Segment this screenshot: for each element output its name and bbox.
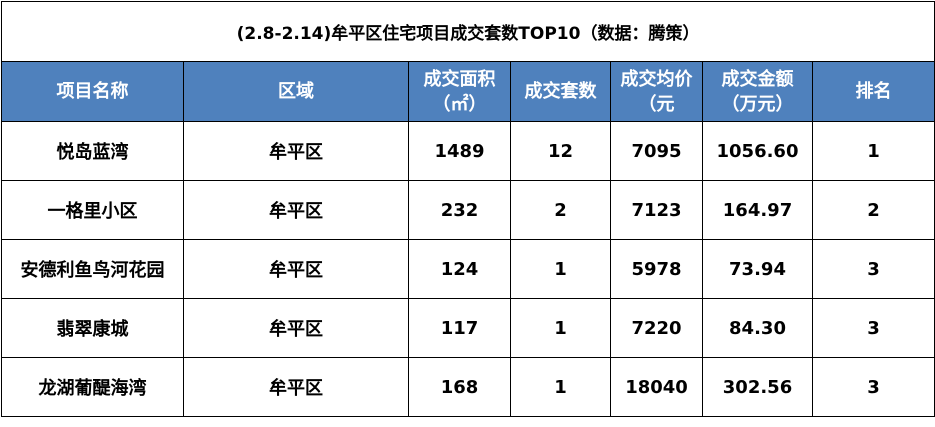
data-cell: 1056.60: [702, 121, 813, 181]
header-cell: 区域: [183, 61, 409, 122]
data-cell: 7095: [610, 121, 703, 181]
data-cell: 302.56: [702, 357, 813, 417]
header-cell: 项目名称: [1, 61, 184, 122]
table-title: (2.8-2.14)牟平区住宅项目成交套数TOP10（数据：腾策）: [0, 1, 935, 62]
data-row: 一格里小区 牟平区 232 2 7123 164.97 2: [1, 180, 935, 240]
data-cell: 7220: [610, 298, 703, 358]
header-row: 项目名称 区域 成交面积 （㎡） 成交套数 成交均价 （元 成交金额 （万元） 排名: [1, 61, 935, 122]
title-row: (2.8-2.14)牟平区住宅项目成交套数TOP10（数据：腾策）: [0, 1, 935, 62]
data-cell: 1489: [408, 121, 511, 181]
data-cell: 2: [510, 180, 611, 240]
data-cell: 232: [408, 180, 511, 240]
data-cell: 一格里小区: [1, 180, 184, 240]
data-cell: 牟平区: [183, 180, 409, 240]
data-cell: 悦岛蓝湾: [1, 121, 184, 181]
data-table: (2.8-2.14)牟平区住宅项目成交套数TOP10（数据：腾策） 项目名称 区域…: [0, 1, 935, 417]
data-cell: 84.30: [702, 298, 813, 358]
data-cell: 3: [811, 298, 935, 358]
data-cell: 3: [811, 239, 935, 299]
data-cell: 73.94: [702, 239, 813, 299]
header-cell: 成交金额 （万元）: [702, 61, 813, 122]
data-cell: 1: [510, 298, 611, 358]
data-row: 翡翠康城 牟平区 117 1 7220 84.30 3: [1, 298, 935, 358]
header-cell: 成交面积 （㎡）: [408, 61, 511, 122]
header-cell: 成交套数: [510, 61, 611, 122]
data-cell: 3: [811, 357, 935, 417]
data-cell: 安德利鱼鸟河花园: [1, 239, 184, 299]
data-cell: 168: [408, 357, 511, 417]
data-cell: 龙湖葡醍海湾: [1, 357, 184, 417]
data-cell: 牟平区: [183, 239, 409, 299]
data-cell: 5978: [610, 239, 703, 299]
data-cell: 牟平区: [183, 357, 409, 417]
data-cell: 牟平区: [183, 298, 409, 358]
data-cell: 18040: [610, 357, 703, 417]
data-cell: 117: [408, 298, 511, 358]
header-cell: 排名: [811, 61, 935, 122]
data-cell: 翡翠康城: [1, 298, 184, 358]
data-cell: 1: [510, 357, 611, 417]
data-row: 龙湖葡醍海湾 牟平区 168 1 18040 302.56 3: [1, 357, 935, 417]
table-body: (2.8-2.14)牟平区住宅项目成交套数TOP10（数据：腾策） 项目名称 区域…: [0, 1, 935, 417]
data-row: 安德利鱼鸟河花园 牟平区 124 1 5978 73.94 3: [1, 239, 935, 299]
data-cell: 2: [811, 180, 935, 240]
data-cell: 124: [408, 239, 511, 299]
data-cell: 1: [811, 121, 935, 181]
data-cell: 1: [510, 239, 611, 299]
data-row: 悦岛蓝湾 牟平区 1489 12 7095 1056.60 1: [1, 121, 935, 181]
data-cell: 164.97: [702, 180, 813, 240]
data-cell: 7123: [610, 180, 703, 240]
data-cell: 12: [510, 121, 611, 181]
data-cell: 牟平区: [183, 121, 409, 181]
header-cell: 成交均价 （元: [610, 61, 703, 122]
